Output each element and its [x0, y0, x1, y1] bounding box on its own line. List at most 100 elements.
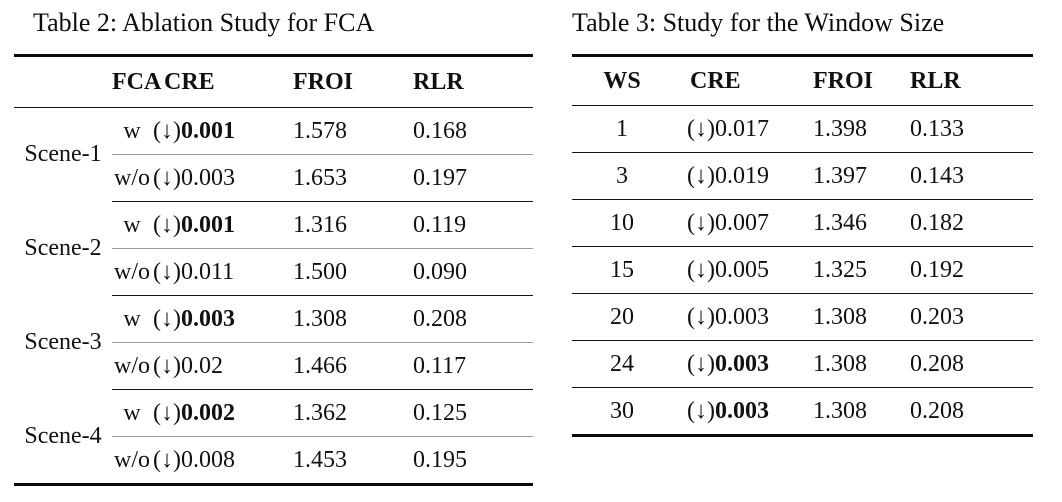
froi-cell: 1.578 [285, 107, 400, 155]
rlr-cell: 0.168 [400, 107, 533, 155]
froi-cell: 1.308 [800, 387, 908, 436]
fca-cell: w/o [112, 342, 152, 390]
fca-cell: w/o [112, 248, 152, 296]
ws-cell: 24 [572, 340, 672, 388]
cre-value: 0.019 [714, 162, 769, 189]
cre-cell: (↓)0.02 [152, 342, 285, 390]
cre-cell: (↓)0.005 [672, 246, 800, 294]
down-arrow-prefix: (↓) [153, 399, 181, 426]
ablation-study-table: FCA CRE FROI RLR Scene-1 w (↓)0.001 1.57… [14, 54, 533, 486]
col-header-rlr: RLR [908, 55, 1033, 106]
down-arrow-prefix: (↓) [153, 211, 181, 238]
ws-cell: 1 [572, 105, 672, 153]
scene-label: Scene-3 [24, 329, 102, 355]
ws-cell: 20 [572, 293, 672, 341]
down-arrow-prefix: (↓) [687, 350, 715, 377]
cre-value: 0.001 [180, 211, 235, 238]
table-row: w/o (↓)0.008 1.453 0.195 [14, 437, 533, 485]
cre-value: 0.003 [180, 305, 235, 332]
col-header-rlr: RLR [400, 55, 533, 108]
rlr-cell: 0.208 [400, 295, 533, 343]
down-arrow-prefix: (↓) [687, 303, 715, 330]
cre-cell: (↓)0.003 [152, 295, 285, 343]
rlr-cell: 0.208 [908, 387, 1033, 436]
cre-cell: (↓)0.011 [152, 248, 285, 296]
froi-cell: 1.308 [800, 293, 908, 341]
ws-cell: 10 [572, 199, 672, 247]
cre-cell: (↓)0.003 [672, 340, 800, 388]
rlr-cell: 0.133 [908, 105, 1033, 153]
ws-cell: 15 [572, 246, 672, 294]
froi-cell: 1.397 [800, 152, 908, 200]
rlr-cell: 0.208 [908, 340, 1033, 388]
down-arrow-prefix: (↓) [687, 209, 715, 236]
cre-value: 0.002 [180, 399, 235, 426]
col-header-fca: FCA [112, 55, 161, 108]
cre-value: 0.003 [714, 350, 769, 377]
cre-value: 0.02 [180, 352, 223, 379]
scene-label: Scene-1 [24, 141, 102, 168]
table-row: w/o (↓)0.011 1.500 0.090 [14, 248, 533, 296]
down-arrow-prefix: (↓) [687, 162, 715, 189]
cre-cell: (↓)0.002 [152, 389, 285, 437]
froi-cell: 1.362 [285, 389, 400, 437]
down-arrow-prefix: (↓) [153, 117, 181, 144]
table-row: 24 (↓)0.003 1.308 0.208 [572, 340, 1033, 388]
table3-header-row: WS CRE FROI RLR [572, 55, 1033, 106]
froi-cell: 1.346 [800, 199, 908, 247]
froi-cell: 1.308 [285, 295, 400, 343]
down-arrow-prefix: (↓) [687, 115, 715, 142]
cre-cell: (↓)0.003 [672, 387, 800, 436]
rlr-cell: 0.195 [413, 446, 467, 473]
fca-cell: w/o [112, 154, 152, 202]
down-arrow-prefix: (↓) [153, 446, 181, 473]
froi-cell: 1.653 [285, 154, 400, 202]
table-row: Scene-2 w (↓)0.001 1.316 0.119 [14, 201, 533, 261]
table3-caption: Table 3: Study for the Window Size [572, 8, 945, 37]
cre-cell: (↓)0.017 [672, 105, 800, 153]
cre-cell: (↓)0.003 [152, 154, 285, 202]
table-row: w/o (↓)0.02 1.466 0.117 [14, 342, 533, 390]
rlr-cell: 0.117 [400, 342, 533, 390]
down-arrow-prefix: (↓) [153, 352, 181, 379]
table-row: Scene-1 w (↓)0.001 1.578 0.168 [14, 107, 533, 167]
table-row: Scene-3 w (↓)0.003 1.308 0.208 [14, 295, 533, 355]
cre-cell: (↓)0.003 [672, 293, 800, 341]
rlr-cell: 0.203 [908, 293, 1033, 341]
fca-cell: w [112, 295, 152, 343]
col-header-cre: CRE [152, 55, 285, 108]
cre-value: 0.003 [714, 303, 769, 330]
down-arrow-prefix: (↓) [153, 258, 181, 285]
empty-header-cell [14, 55, 112, 108]
scene-label: Scene-2 [24, 235, 102, 261]
froi-cell: 1.398 [800, 105, 908, 153]
col-header-froi: FROI [285, 55, 400, 108]
window-size-table: WS CRE FROI RLR 1 (↓)0.017 1.398 0.133 3… [572, 54, 1033, 437]
fca-cell: w [112, 107, 152, 155]
cre-cell: (↓)0.008 [152, 437, 285, 485]
cre-value: 0.003 [180, 164, 235, 191]
down-arrow-prefix: (↓) [687, 397, 715, 424]
cre-value: 0.011 [180, 258, 235, 285]
table-row: 30 (↓)0.003 1.308 0.208 [572, 387, 1033, 436]
cre-value: 0.005 [714, 256, 769, 283]
cre-value: 0.008 [180, 446, 235, 473]
cre-value: 0.017 [714, 115, 769, 142]
cre-value: 0.007 [714, 209, 769, 236]
rlr-cell: 0.182 [908, 199, 1033, 247]
ws-cell: 3 [572, 152, 672, 200]
col-header-froi: FROI [800, 55, 908, 106]
rlr-cell: 0.090 [400, 248, 533, 296]
down-arrow-prefix: (↓) [687, 256, 715, 283]
cre-value: 0.003 [714, 397, 769, 424]
froi-cell: 1.325 [800, 246, 908, 294]
table-row: 3 (↓)0.019 1.397 0.143 [572, 152, 1033, 200]
froi-cell: 1.500 [285, 248, 400, 296]
cre-cell: (↓)0.001 [152, 107, 285, 155]
table-row: 10 (↓)0.007 1.346 0.182 [572, 199, 1033, 247]
rlr-cell: 0.197 [400, 154, 533, 202]
cre-cell: (↓)0.001 [152, 201, 285, 249]
rlr-cell: 0.125 [400, 389, 533, 437]
rlr-cell: 0.192 [908, 246, 1033, 294]
down-arrow-prefix: (↓) [153, 305, 181, 332]
